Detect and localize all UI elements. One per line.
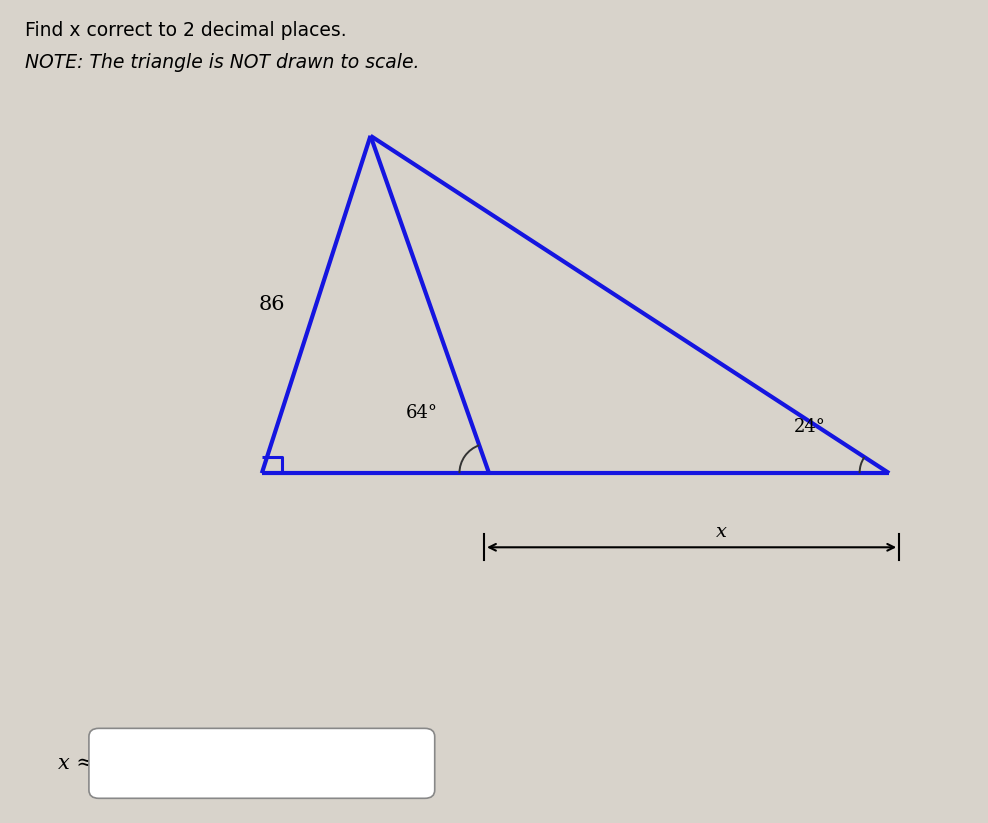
Text: 64°: 64° <box>406 404 438 422</box>
Text: x ≈: x ≈ <box>58 754 94 774</box>
Text: 86: 86 <box>259 295 285 314</box>
Text: NOTE: The triangle is NOT drawn to scale.: NOTE: The triangle is NOT drawn to scale… <box>25 53 419 72</box>
Text: 24°: 24° <box>794 418 826 436</box>
Text: Find x correct to 2 decimal places.: Find x correct to 2 decimal places. <box>25 21 347 40</box>
Text: x: x <box>715 523 727 541</box>
FancyBboxPatch shape <box>89 728 435 798</box>
